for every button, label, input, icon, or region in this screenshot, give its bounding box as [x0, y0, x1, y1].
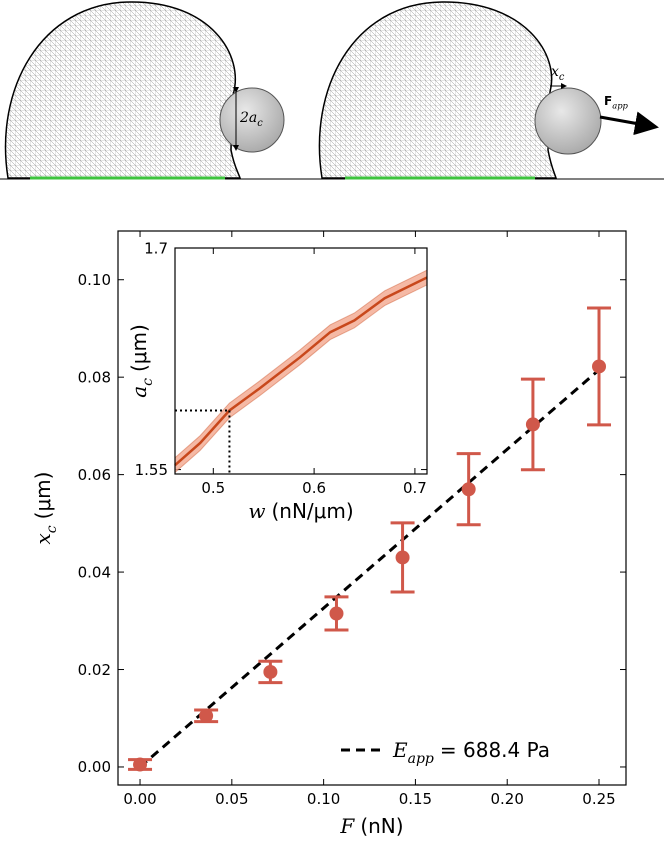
label-subscript: app	[408, 751, 434, 767]
force-label: Fapp	[604, 94, 629, 111]
data-point	[395, 550, 410, 565]
y-tick-label: 0.06	[78, 466, 111, 484]
plot-frame	[117, 230, 627, 786]
y-tick-label: 0.04	[78, 563, 111, 581]
data-point	[329, 606, 344, 621]
data-point	[525, 417, 540, 432]
label-subscript: c	[559, 72, 565, 83]
y-tick-label: 0.00	[78, 758, 111, 776]
label-text: (nN)	[360, 814, 403, 838]
label-text: (μm)	[127, 324, 151, 372]
label-subscript: c	[44, 525, 60, 533]
line	[174, 276, 428, 467]
data-point	[461, 482, 476, 497]
label-variable: 2a	[239, 110, 257, 126]
x-tick-label: 0.15	[399, 790, 432, 808]
force-arrow	[599, 111, 659, 136]
label-variable: a	[127, 386, 151, 398]
y-tick-label: 1.7	[144, 239, 168, 257]
cell-right	[318, 1, 558, 179]
label-variable: w	[248, 499, 265, 523]
label-variable: E	[392, 738, 408, 762]
y-tick-label: 1.55	[135, 461, 168, 479]
label-text: = 688.4 Pa	[440, 738, 550, 762]
x-tick-label: 0.10	[307, 790, 340, 808]
data-point	[199, 708, 214, 723]
label-subscript: app	[612, 101, 628, 111]
x-tick-label: 0.25	[582, 790, 615, 808]
y-tick-label: 0.10	[78, 271, 111, 289]
label-variable: x	[551, 64, 559, 80]
bead-right	[534, 87, 602, 155]
data-point	[263, 664, 278, 679]
x-tick-label: 0.00	[123, 790, 156, 808]
fit-line	[139, 368, 600, 769]
y-axis-label: xc (μm)	[31, 472, 60, 545]
y-tick-label: 0.02	[78, 661, 111, 679]
label-text: (μm)	[31, 472, 55, 520]
label-variable: F	[339, 814, 355, 838]
x-tick-label: 0.05	[215, 790, 248, 808]
data-point	[133, 757, 148, 772]
x-axis-label: w (nN/μm)	[248, 499, 353, 523]
plot-frame	[174, 247, 428, 475]
x-tick-label: 0.20	[491, 790, 524, 808]
y-tick-label: 0.08	[78, 368, 111, 386]
x-tick-label: 0.5	[201, 479, 225, 497]
bead-diameter-label: 2ac	[239, 110, 263, 129]
x-tick-label: 0.7	[403, 479, 427, 497]
legend-label: Eapp = 688.4 Pa	[392, 738, 550, 767]
illustration	[0, 1, 664, 180]
label-variable: x	[31, 533, 55, 544]
label-subscript: c	[257, 118, 263, 129]
x-axis-label: F (nN)	[339, 814, 403, 838]
x-tick-label: 0.6	[302, 479, 326, 497]
cell-left	[4, 1, 242, 179]
displacement-label: xc	[551, 64, 565, 83]
y-axis-label: ac (μm)	[127, 324, 156, 398]
label-variable: F	[604, 94, 612, 108]
label-text: (nN/μm)	[271, 499, 353, 523]
label-subscript: c	[140, 378, 156, 386]
data-point	[592, 359, 607, 374]
